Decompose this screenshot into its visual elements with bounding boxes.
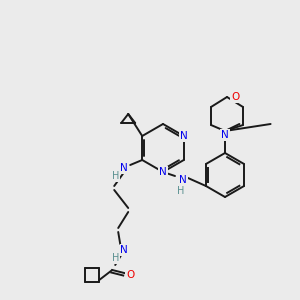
- Text: N: N: [180, 131, 188, 141]
- Text: N: N: [120, 245, 128, 255]
- Text: H: H: [112, 171, 119, 181]
- Text: N: N: [221, 130, 229, 140]
- Text: H: H: [112, 253, 119, 263]
- Text: O: O: [231, 92, 239, 102]
- Text: N: N: [159, 167, 167, 177]
- Text: O: O: [126, 270, 134, 280]
- Text: N: N: [120, 163, 128, 173]
- Text: N: N: [179, 175, 187, 185]
- Text: H: H: [177, 186, 185, 196]
